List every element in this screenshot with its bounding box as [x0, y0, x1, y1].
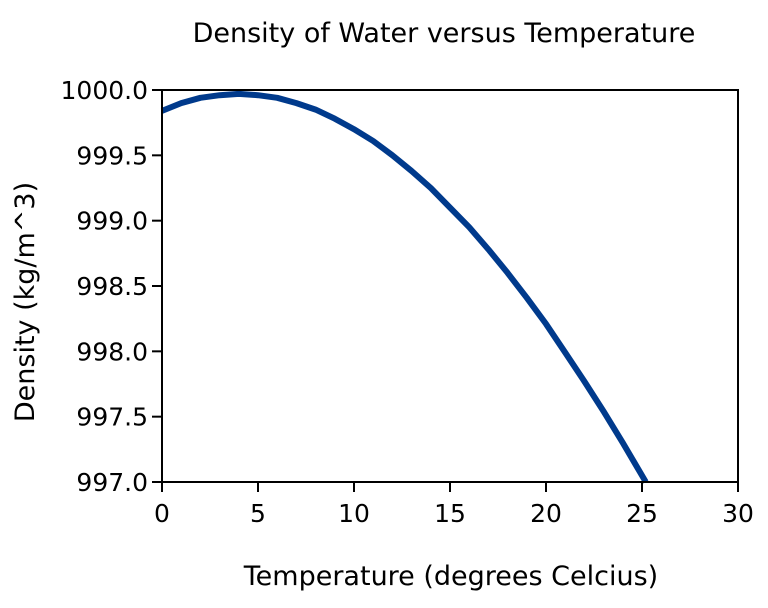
- chart-title: Density of Water versus Temperature: [193, 18, 696, 49]
- plot-frame: [161, 89, 739, 483]
- x-tick-label: 0: [154, 499, 170, 528]
- y-tick-label: 997.5: [76, 403, 148, 432]
- y-tick-label: 999.5: [76, 141, 148, 170]
- y-tick-label: 1000.0: [61, 76, 148, 105]
- y-tick-label: 998.5: [76, 272, 148, 301]
- x-tick-label: 10: [338, 499, 370, 528]
- x-tick-label: 20: [530, 499, 562, 528]
- x-axis-label: Temperature (degrees Celcius): [243, 561, 658, 592]
- x-tick-label: 5: [250, 499, 266, 528]
- x-tick-label: 15: [434, 499, 466, 528]
- y-tick-label: 998.0: [76, 337, 148, 366]
- x-tick-label: 30: [722, 499, 754, 528]
- density-curve: [160, 90, 649, 484]
- y-tick-label: 999.0: [76, 207, 148, 236]
- x-tick-label: 25: [626, 499, 658, 528]
- y-axis-label: Density (kg/m^3): [10, 182, 41, 422]
- y-tick-label: 997.0: [76, 468, 148, 497]
